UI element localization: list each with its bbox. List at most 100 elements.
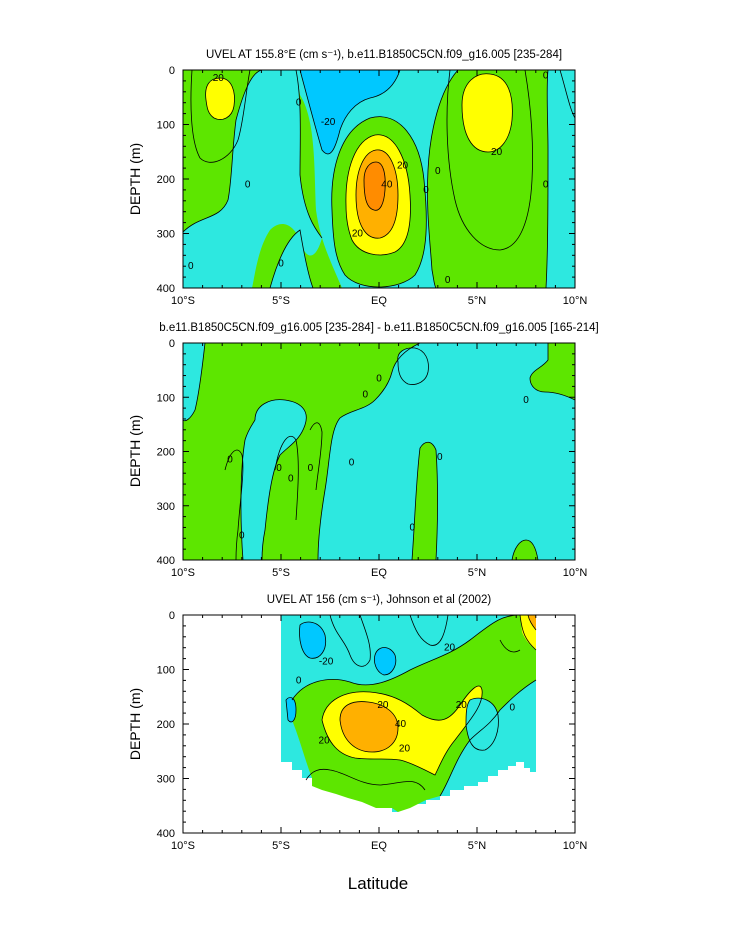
panel-2: b.e11.B1850C5CN.f09_g16.005 [235-284] - … <box>127 322 599 579</box>
panel-1-plot <box>183 70 575 288</box>
x-tick-label: 10°S <box>171 840 195 852</box>
panel-3-euc-40 <box>340 701 398 752</box>
contour-label: 0 <box>362 390 368 401</box>
contour-label: 20 <box>319 735 331 746</box>
contour-label: 20 <box>456 700 468 711</box>
panel-3-negative-pocket-3 <box>286 697 296 722</box>
panel-1-negative-region-west <box>183 70 322 288</box>
y-tick-label: 400 <box>157 283 175 295</box>
x-tick-label: 10°S <box>171 567 195 579</box>
y-tick-label: 0 <box>169 65 175 77</box>
x-tick-label: 5°N <box>468 295 487 307</box>
panel-2-negative-pocket-eq <box>397 347 429 385</box>
y-tick-label: 400 <box>157 828 175 840</box>
y-tick-label: 200 <box>157 719 175 731</box>
panel-1-title: UVEL AT 155.8°E (cm s⁻¹), b.e11.B1850C5C… <box>206 49 562 61</box>
y-tick-label: 100 <box>157 665 175 677</box>
x-tick-label: 5°N <box>468 567 487 579</box>
contour-label: 20 <box>352 229 364 240</box>
panel-2-ylabel: DEPTH (m) <box>127 415 143 487</box>
panel-2-plot <box>183 343 575 560</box>
contour-label: 0 <box>423 185 429 196</box>
contour-label: 0 <box>410 522 416 533</box>
panel-1: UVEL AT 155.8°E (cm s⁻¹), b.e11.B1850C5C… <box>127 49 587 307</box>
contour-label: 20 <box>213 73 225 84</box>
x-axis-label: Latitude <box>348 874 409 893</box>
panel-1-negative-region-east <box>546 70 575 288</box>
panel-2-ticks: 10°S 5°S EQ 5°N 10°N 0 100 200 300 400 <box>157 338 588 579</box>
panel-3-contour-labels: -20 20 20 40 20 20 20 0 0 <box>296 643 516 755</box>
panel-2-negative-pocket-west <box>183 343 205 421</box>
contour-label: 40 <box>395 719 407 730</box>
contour-label: 0 <box>543 70 549 81</box>
contour-label: 0 <box>245 179 251 190</box>
y-tick-label: 200 <box>157 447 175 459</box>
panel-1-necc-core <box>462 73 513 152</box>
contour-label: 0 <box>523 395 529 406</box>
y-tick-label: 0 <box>169 610 175 622</box>
contour-label: 40 <box>381 179 393 190</box>
x-tick-label: 10°N <box>563 567 588 579</box>
panel-1-euc-core <box>364 162 386 211</box>
x-tick-label: 10°N <box>563 840 588 852</box>
panel-3-ylabel: DEPTH (m) <box>127 688 143 760</box>
contour-label: 0 <box>509 703 515 714</box>
panel-2-positive-strip-east <box>530 343 575 400</box>
contour-label: 20 <box>397 160 409 171</box>
contour-label: 0 <box>349 457 355 468</box>
panel-2-negative-pocket-center-west <box>240 399 307 560</box>
y-tick-label: 300 <box>157 229 175 241</box>
y-tick-label: 300 <box>157 774 175 786</box>
contour-label: 0 <box>288 474 294 485</box>
contour-label: -20 <box>319 656 334 667</box>
panel-1-ylabel: DEPTH (m) <box>127 143 143 215</box>
x-tick-label: EQ <box>371 567 387 579</box>
x-tick-label: 10°N <box>563 295 588 307</box>
y-tick-label: 400 <box>157 555 175 567</box>
y-tick-label: 100 <box>157 392 175 404</box>
panel-3-negative-pocket-2 <box>374 647 396 675</box>
panel-3-top-right-orange <box>528 615 536 630</box>
panel-2-title: b.e11.B1850C5CN.f09_g16.005 [235-284] - … <box>159 322 598 334</box>
panel-1-sec-core-west <box>205 78 235 120</box>
x-tick-label: 5°S <box>272 295 290 307</box>
x-tick-label: 5°N <box>468 840 487 852</box>
contour-label: -20 <box>321 117 336 128</box>
panel-1-minus-20-pocket <box>300 70 400 154</box>
panel-3-negative-pocket-4 <box>466 698 499 751</box>
y-tick-label: 100 <box>157 120 175 132</box>
x-tick-label: 10°S <box>171 295 195 307</box>
contour-label: 20 <box>444 643 456 654</box>
y-tick-label: 200 <box>157 174 175 186</box>
contour-label: 0 <box>188 261 194 272</box>
contour-label: 0 <box>276 463 282 474</box>
y-tick-label: 300 <box>157 501 175 513</box>
contour-label: 20 <box>399 744 411 755</box>
contour-label: 0 <box>278 258 284 269</box>
panel-2-positive-strip-east-deep <box>512 540 538 560</box>
contour-label: 20 <box>491 147 503 158</box>
contour-label: 20 <box>377 700 389 711</box>
contour-label: 0 <box>308 463 314 474</box>
panel-3: UVEL AT 156 (cm s⁻¹), Johnson et al (200… <box>127 594 587 893</box>
panel-2-positive-tongue-central <box>412 442 438 560</box>
y-tick-label: 0 <box>169 338 175 350</box>
contour-label: 0 <box>543 179 549 190</box>
contour-label: 0 <box>435 166 441 177</box>
x-tick-label: EQ <box>371 840 387 852</box>
contour-label: 0 <box>296 675 302 686</box>
panel-3-title: UVEL AT 156 (cm s⁻¹), Johnson et al (200… <box>267 594 492 606</box>
panel-3-negative-pocket-1 <box>299 622 326 659</box>
x-tick-label: 5°S <box>272 567 290 579</box>
contour-label: 0 <box>445 275 451 286</box>
contour-label: 0 <box>296 98 302 109</box>
x-tick-label: 5°S <box>272 840 290 852</box>
x-tick-label: EQ <box>371 295 387 307</box>
contour-label: 0 <box>239 531 245 542</box>
contour-label: 0 <box>227 455 233 466</box>
